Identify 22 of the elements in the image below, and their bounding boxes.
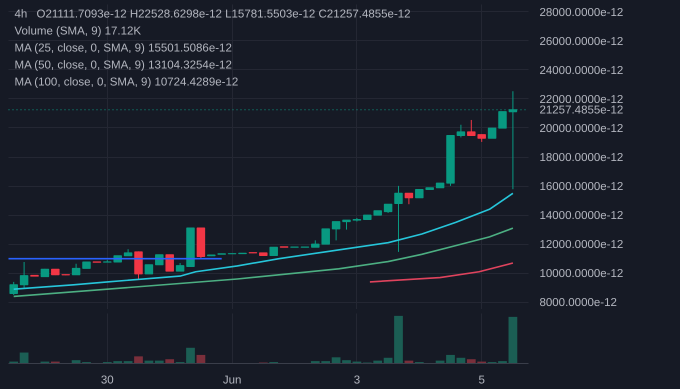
annotation: MA (100, close, 0, SMA, 9) 10724.4289e-12 <box>14 76 238 88</box>
x-tick-label: 30 <box>100 374 114 386</box>
y-tick-label: 8000.0000e-12 <box>540 297 617 310</box>
x-tick-label: 5 <box>478 374 485 386</box>
chart-title: 4h <box>14 8 28 20</box>
y-tick-label: 22000.0000e-12 <box>540 94 624 106</box>
annotation: MA (50, close, 0, SMA, 9) 13104.3254e-12 <box>14 60 232 72</box>
annotation: O21111.7093e-12 H22528.6298e-12 L15781.5503e-12 C21257.4855e-12 <box>36 8 411 20</box>
x-tick-label: Jun <box>222 374 242 386</box>
y-tick-label: 20000.0000e-12 <box>540 122 624 135</box>
y-tick-label: 24000.0000e-12 <box>540 64 624 77</box>
ref-line-label: 21257.4855e-12 <box>540 104 624 117</box>
y-tick-label: 18000.0000e-12 <box>540 152 624 164</box>
x-tick-label: 3 <box>354 374 360 386</box>
y-tick-label: 10000.0000e-12 <box>540 268 624 280</box>
y-tick-label: 28000.0000e-12 <box>540 6 624 19</box>
y-tick-label: 12000.0000e-12 <box>540 239 624 252</box>
y-tick-label: 14000.0000e-12 <box>540 210 624 222</box>
annotation: MA (25, close, 0, SMA, 9) 15501.5086e-12 <box>14 42 232 54</box>
y-tick-label: 26000.0000e-12 <box>540 36 624 48</box>
annotation: Volume (SMA, 9) 17.12K <box>14 26 142 38</box>
y-tick-label: 16000.0000e-12 <box>540 181 624 194</box>
